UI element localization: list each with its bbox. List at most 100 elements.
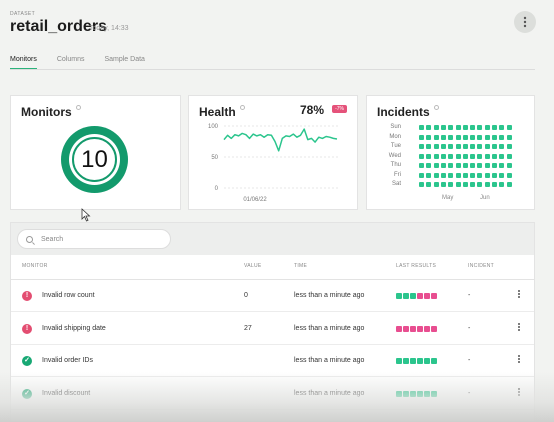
incident-day-cell[interactable] (499, 134, 505, 140)
incident-day-cell[interactable] (440, 172, 446, 178)
incident-day-cell[interactable] (426, 144, 432, 149)
incident-day-cell[interactable] (506, 125, 512, 130)
incident-day-cell[interactable] (492, 163, 497, 168)
incident-day-cell[interactable] (455, 134, 461, 140)
incident-day-cell[interactable] (433, 144, 439, 149)
incident-day-cell[interactable] (462, 172, 468, 178)
incident-day-cell[interactable] (484, 182, 490, 187)
incident-day-cell[interactable] (440, 125, 446, 130)
incident-day-cell[interactable] (499, 125, 505, 130)
table-row[interactable]: ! Invalid shipping date 27 less than a minu… (11, 313, 534, 345)
incident-day-cell[interactable] (433, 172, 439, 178)
incident-day-cell[interactable] (426, 172, 432, 178)
incident-day-cell[interactable] (419, 163, 424, 168)
incident-day-cell[interactable] (455, 182, 461, 187)
incident-day-cell[interactable] (448, 182, 454, 187)
incident-day-cell[interactable] (433, 125, 439, 130)
row-menu-button[interactable] (518, 387, 520, 396)
incident-day-cell[interactable] (462, 144, 468, 149)
incident-day-cell[interactable] (448, 144, 454, 149)
column-header-value[interactable]: VALUE (244, 263, 262, 269)
incident-day-cell[interactable] (470, 125, 476, 130)
column-header-monitor[interactable]: MONITOR (22, 263, 48, 269)
monitor-name[interactable]: Invalid order IDs (42, 357, 93, 364)
incident-day-cell[interactable] (433, 134, 439, 140)
monitor-name[interactable]: Invalid discount (42, 389, 91, 397)
incident-day-cell[interactable] (419, 134, 424, 140)
incident-day-cell[interactable] (492, 144, 497, 149)
incident-day-cell[interactable] (484, 134, 490, 140)
incident-day-cell[interactable] (462, 163, 468, 168)
incident-day-cell[interactable] (419, 125, 424, 130)
incident-day-cell[interactable] (462, 182, 468, 187)
incident-day-cell[interactable] (470, 153, 476, 159)
incident-day-cell[interactable] (433, 153, 439, 159)
monitor-name[interactable]: Invalid shipping date (42, 324, 106, 332)
incident-day-cell[interactable] (419, 144, 424, 149)
incident-day-cell[interactable] (455, 172, 461, 178)
incident-day-cell[interactable] (470, 182, 476, 187)
incident-day-cell[interactable] (419, 182, 424, 187)
more-options-button[interactable] (514, 11, 536, 33)
incident-day-cell[interactable] (433, 163, 439, 168)
search-input[interactable]: Search (17, 229, 171, 249)
incident-day-cell[interactable] (470, 172, 476, 178)
row-menu-button[interactable] (518, 355, 520, 363)
monitor-name[interactable]: Invalid row count (42, 292, 95, 299)
incident-day-cell[interactable] (477, 153, 483, 159)
incident-day-cell[interactable] (484, 125, 490, 130)
incident-day-cell[interactable] (455, 144, 461, 149)
info-icon[interactable] (239, 105, 245, 110)
incident-day-cell[interactable] (440, 163, 446, 168)
incident-day-cell[interactable] (455, 163, 461, 168)
row-menu-button[interactable] (518, 290, 520, 298)
row-menu-button[interactable] (518, 322, 520, 331)
incident-day-cell[interactable] (448, 134, 454, 140)
info-icon[interactable] (75, 105, 81, 110)
incident-day-cell[interactable] (440, 153, 446, 159)
incident-day-cell[interactable] (477, 182, 483, 187)
column-header-time[interactable]: TIME (294, 263, 308, 269)
incident-day-cell[interactable] (426, 182, 432, 187)
table-row[interactable]: ✓ Invalid order IDs less than a minute ago… (11, 345, 534, 377)
incident-day-cell[interactable] (462, 153, 468, 159)
incident-day-cell[interactable] (448, 153, 454, 159)
incident-day-cell[interactable] (448, 125, 454, 130)
incident-day-cell[interactable] (477, 172, 483, 178)
incident-day-cell[interactable] (433, 182, 439, 187)
incident-day-cell[interactable] (426, 125, 432, 130)
incident-day-cell[interactable] (419, 153, 424, 159)
tab-columns[interactable]: Columns (56, 56, 85, 63)
incident-day-cell[interactable] (506, 144, 512, 149)
incident-day-cell[interactable] (506, 182, 512, 187)
incident-day-cell[interactable] (506, 163, 512, 168)
incident-day-cell[interactable] (484, 153, 490, 159)
incident-day-cell[interactable] (470, 163, 476, 168)
incident-day-cell[interactable] (484, 172, 490, 178)
incident-day-cell[interactable] (492, 182, 497, 187)
incident-day-cell[interactable] (462, 125, 468, 130)
incident-day-cell[interactable] (455, 153, 461, 159)
incident-day-cell[interactable] (426, 153, 432, 159)
incident-day-cell[interactable] (426, 134, 432, 140)
incident-day-cell[interactable] (477, 125, 483, 130)
incident-day-cell[interactable] (499, 144, 505, 149)
table-row[interactable]: ! Invalid row count 0 less than a minute ag… (11, 280, 534, 312)
tab-sample-data[interactable]: Sample Data (104, 56, 145, 63)
incident-day-cell[interactable] (426, 163, 432, 168)
incident-day-cell[interactable] (484, 144, 490, 149)
incident-day-cell[interactable] (499, 172, 505, 178)
incident-day-cell[interactable] (477, 144, 483, 149)
incident-day-cell[interactable] (492, 125, 497, 130)
incident-day-cell[interactable] (506, 134, 512, 140)
info-icon[interactable] (433, 105, 439, 110)
table-row[interactable]: ✓ Invalid discount less than a minute ago - (11, 378, 534, 410)
incident-day-cell[interactable] (499, 182, 505, 187)
incident-day-cell[interactable] (506, 153, 512, 159)
incident-day-cell[interactable] (448, 163, 454, 168)
incident-day-cell[interactable] (499, 163, 505, 168)
incident-day-cell[interactable] (440, 134, 446, 140)
incident-day-cell[interactable] (448, 172, 454, 178)
incident-day-cell[interactable] (477, 163, 483, 168)
incident-day-cell[interactable] (440, 182, 446, 187)
